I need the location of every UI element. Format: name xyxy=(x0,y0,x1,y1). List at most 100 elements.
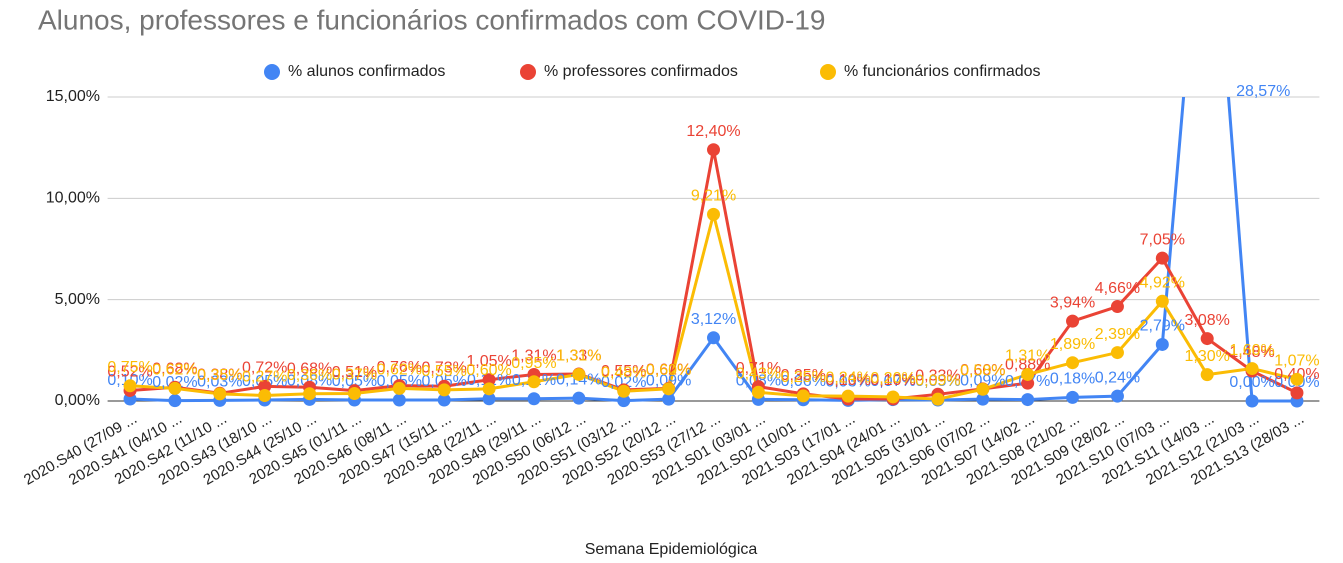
data-label: 3,08% xyxy=(1185,312,1230,329)
y-tick-label: 15,00% xyxy=(46,88,100,105)
data-label: 4,66% xyxy=(1095,280,1140,297)
data-label: 1,48% xyxy=(1229,344,1274,361)
data-label: 0,03% xyxy=(197,374,242,391)
y-tick-label: 5,00% xyxy=(55,291,100,308)
data-label: 0,62% xyxy=(152,362,197,379)
data-label: 0,60% xyxy=(466,362,511,379)
data-point xyxy=(1290,372,1304,386)
data-point xyxy=(1110,346,1124,360)
data-point xyxy=(976,392,990,406)
data-label: 0,68% xyxy=(287,360,332,377)
data-point xyxy=(527,375,541,389)
data-label: 0,36% xyxy=(287,367,332,384)
data-point xyxy=(392,393,406,407)
data-point xyxy=(213,387,227,401)
data-point xyxy=(482,373,496,387)
data-point xyxy=(1245,394,1259,408)
data-label: 0,75% xyxy=(107,359,152,376)
data-label: 4,92% xyxy=(1140,275,1185,292)
data-point xyxy=(1200,368,1214,382)
data-label: 3,12% xyxy=(691,311,736,328)
data-label: 0,24% xyxy=(825,369,870,386)
legend-marker xyxy=(264,64,280,80)
data-label: 0,72% xyxy=(242,360,287,377)
data-point xyxy=(707,207,720,221)
data-point xyxy=(751,385,765,399)
data-point xyxy=(1155,251,1169,265)
data-point xyxy=(437,393,451,407)
data-label: 1,05% xyxy=(466,353,511,370)
data-label: 0,02% xyxy=(601,374,646,391)
x-axis-title: Semana Epidemiológica xyxy=(585,541,758,558)
data-label: 0,38% xyxy=(197,367,242,384)
data-point xyxy=(886,390,900,404)
data-label: 0,55% xyxy=(422,363,467,380)
data-label: 12,40% xyxy=(686,123,740,140)
data-label: 1,30% xyxy=(1185,348,1230,365)
data-point xyxy=(1066,356,1080,370)
data-label: 0,76% xyxy=(377,359,422,376)
legend-marker xyxy=(520,64,536,80)
data-point xyxy=(1021,393,1035,407)
data-label: 1,07% xyxy=(1274,353,1319,370)
data-label: 28,57% xyxy=(1236,83,1290,100)
data-label: 0,35% xyxy=(781,367,826,384)
data-point xyxy=(168,394,182,408)
data-label: 0,73% xyxy=(422,359,467,376)
data-point xyxy=(572,367,586,381)
data-label: 0,71% xyxy=(736,360,781,377)
data-point xyxy=(527,392,541,406)
data-point xyxy=(841,389,855,403)
data-label: 1,31% xyxy=(511,348,556,365)
data-point xyxy=(1110,300,1124,314)
data-label: 2,39% xyxy=(1095,326,1140,343)
data-point xyxy=(1021,367,1035,381)
data-label: 0,35% xyxy=(197,367,242,384)
data-label: 0,33% xyxy=(915,368,960,385)
data-label: 0,05% xyxy=(915,373,960,390)
data-label: 0,48% xyxy=(601,364,646,381)
data-label: 0,27% xyxy=(242,369,287,386)
data-label: 0,60% xyxy=(960,362,1005,379)
data-label: 0,60% xyxy=(646,362,691,379)
data-point xyxy=(1155,294,1169,308)
data-label: 0,62% xyxy=(377,362,422,379)
y-tick-label: 0,00% xyxy=(55,392,100,409)
legend-marker xyxy=(820,64,836,80)
data-label: 0,20% xyxy=(870,370,915,387)
data-label: 0,00% xyxy=(1229,374,1274,391)
data-label: 0,07% xyxy=(870,373,915,390)
data-label: 1,89% xyxy=(1050,336,1095,353)
data-point xyxy=(707,331,720,345)
chart-title: Alunos, professores e funcionários confi… xyxy=(38,4,825,35)
data-label: 1,33% xyxy=(556,347,601,364)
data-point xyxy=(1110,389,1124,403)
data-label: 7,05% xyxy=(1140,231,1185,248)
data-label: 0,09% xyxy=(646,372,691,389)
data-label: 0,05% xyxy=(332,373,377,390)
data-point xyxy=(123,379,137,393)
data-label: 0,52% xyxy=(107,364,152,381)
data-point xyxy=(617,394,631,408)
data-label: 0,10% xyxy=(870,372,915,389)
data-label: 0,09% xyxy=(915,372,960,389)
data-point xyxy=(168,381,182,395)
data-point xyxy=(662,392,676,406)
legend-label: % professores confirmados xyxy=(544,63,738,80)
data-point xyxy=(1066,390,1080,404)
data-label: 0,62% xyxy=(646,362,691,379)
data-point xyxy=(482,392,496,406)
data-point xyxy=(1290,386,1304,400)
data-point xyxy=(1245,362,1259,376)
data-label: 0,55% xyxy=(601,363,646,380)
data-point xyxy=(976,382,990,396)
data-label: 2,79% xyxy=(1140,318,1185,335)
data-label: 1,31% xyxy=(1005,348,1050,365)
data-label: 0,51% xyxy=(332,364,377,381)
data-label: 0,18% xyxy=(1050,371,1095,388)
data-point xyxy=(617,384,631,398)
data-label: 0,25% xyxy=(781,369,826,386)
legend-label: % funcionários confirmados xyxy=(844,63,1041,80)
data-point xyxy=(303,387,317,401)
